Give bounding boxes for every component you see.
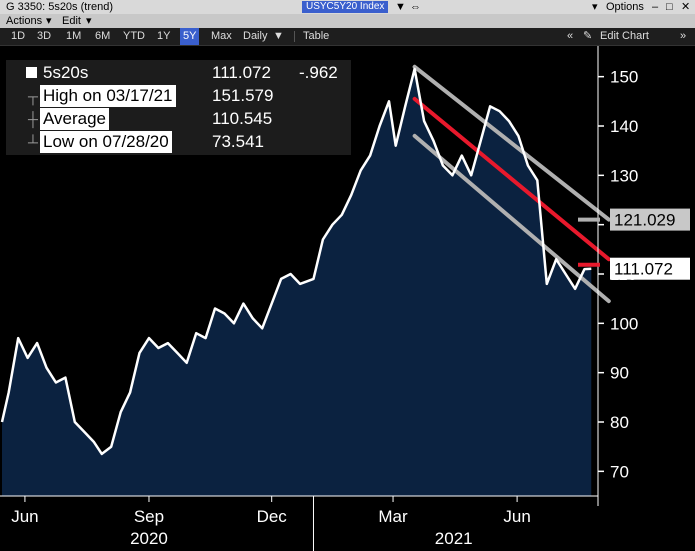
y-tick-label: 140	[610, 117, 638, 136]
edit-menu[interactable]: Edit	[62, 15, 81, 27]
legend-high-label: High on 03/17/21	[40, 85, 176, 107]
high-marker-icon: ┬	[28, 88, 38, 104]
callout-box	[610, 208, 690, 231]
trend-line-upper[interactable]	[412, 64, 611, 222]
edit-chart-button[interactable]: Edit Chart	[600, 30, 649, 42]
range-ytd[interactable]: YTD	[123, 30, 145, 42]
legend-average-row: ┼ Average 110.545	[6, 108, 351, 130]
x-tick-label: Jun	[503, 507, 530, 526]
x-tick-label: Jun	[11, 507, 38, 526]
callout-box	[610, 257, 690, 280]
legend-series-label: 5s20s	[43, 63, 89, 82]
x-tick-label: Mar	[378, 507, 408, 526]
y-tick-label: 80	[610, 413, 629, 432]
legend-low-value: 73.541	[212, 132, 264, 151]
collapse-icon[interactable]: «	[567, 30, 574, 42]
edit-chart-icon[interactable]: ✎	[583, 30, 593, 42]
x-year-label: 2021	[435, 529, 473, 548]
x-tick-label: Dec	[257, 507, 288, 526]
trend-line-lower[interactable]	[412, 133, 611, 304]
y-tick-label: 100	[610, 314, 638, 333]
toolbar-divider	[294, 31, 295, 42]
range-1m[interactable]: 1M	[66, 30, 82, 42]
link-icon[interactable]: ⇔	[410, 1, 421, 13]
callout-label: 121.029	[614, 211, 675, 230]
close-icon[interactable]: ✕	[681, 1, 691, 13]
y-tick-label: 90	[610, 364, 629, 383]
x-year-label: 2020	[130, 529, 168, 548]
legend-average-value: 110.545	[212, 109, 273, 128]
chart-legend: 5s20s 111.072 -.962 ┬ High on 03/17/21 1…	[6, 60, 351, 155]
ticker-input[interactable]: USYC5Y20 Index	[302, 1, 389, 13]
legend-average-label: Average	[40, 108, 110, 130]
low-marker-icon: ┴	[28, 134, 38, 150]
trend-line-middle[interactable]	[412, 96, 611, 262]
options-menu[interactable]: Options	[606, 1, 644, 13]
range-toolbar: 1D 3D 1M 6M YTD 1Y 5Y Max Daily ▼ Table …	[0, 28, 695, 46]
x-tick-label: Sep	[134, 507, 164, 526]
options-dropdown-icon[interactable]: ▾	[592, 1, 598, 13]
range-1d[interactable]: 1D	[11, 30, 26, 42]
y-tick-label: 130	[610, 166, 638, 185]
range-5y[interactable]: 5Y	[180, 28, 200, 45]
window-title: G 3350: 5s20s (trend)	[6, 1, 114, 13]
series-area	[2, 68, 592, 497]
range-3d[interactable]: 3D	[37, 30, 52, 42]
chart-canvas: 708090100110120130140150121.029111.072Ju…	[0, 46, 690, 551]
legend-low-label: Low on 07/28/20	[40, 131, 172, 153]
legend-high-row: ┬ High on 03/17/21 151.579	[6, 85, 351, 107]
legend-series-value: 111.072	[212, 63, 271, 82]
range-1y[interactable]: 1Y	[157, 30, 171, 42]
range-6m[interactable]: 6M	[95, 30, 111, 42]
maximize-icon[interactable]: □	[666, 1, 673, 13]
actions-menu[interactable]: Actions	[6, 15, 43, 27]
legend-high-value: 151.579	[212, 86, 274, 105]
period-chevron-icon[interactable]: ▼	[273, 30, 284, 42]
average-marker-icon: ┼	[28, 111, 38, 127]
expand-icon[interactable]: »	[680, 30, 687, 42]
callout-label: 111.072	[614, 260, 673, 279]
legend-low-row: ┴ Low on 07/28/20 73.541	[6, 131, 351, 153]
range-max[interactable]: Max	[211, 30, 232, 42]
actions-chevron-icon[interactable]: ▾	[46, 15, 52, 27]
y-tick-label: 70	[610, 462, 629, 481]
edit-chevron-icon[interactable]: ▾	[86, 15, 92, 27]
title-bar: G 3350: 5s20s (trend) USYC5Y20 Index ▼ ⇔…	[0, 0, 695, 14]
ticker-dropdown-icon[interactable]: ▼	[395, 1, 406, 13]
series-line[interactable]	[0, 67, 592, 456]
series-swatch-icon	[26, 67, 37, 78]
legend-series-change: -.962	[299, 63, 338, 82]
menu-bar: Actions ▾ Edit ▾	[0, 14, 695, 28]
minimize-icon[interactable]: –	[652, 1, 659, 13]
table-button[interactable]: Table	[303, 30, 330, 42]
legend-series-row: 5s20s 111.072 -.962	[6, 62, 351, 84]
y-tick-label: 150	[610, 68, 638, 87]
period-dropdown[interactable]: Daily	[243, 30, 268, 42]
